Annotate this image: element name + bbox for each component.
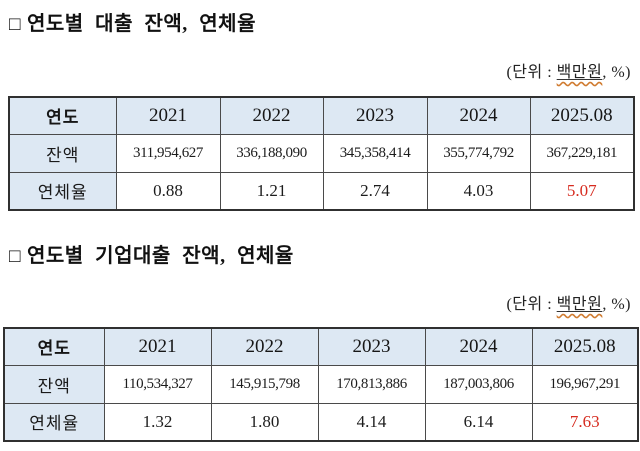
balance-cell: 187,003,806 <box>424 364 533 404</box>
balance-cell: 336,188,090 <box>219 133 324 173</box>
header-2025-08: 2025.08 <box>529 96 635 135</box>
delinquency-row: 연체율 0.88 1.21 2.74 4.03 5.07 <box>8 171 635 211</box>
balance-cell: 345,358,414 <box>322 133 428 173</box>
unit-underlined-term: 백만원 <box>556 64 603 81</box>
rate-cell-highlighted: 5.07 <box>529 171 635 211</box>
row-label-balance: 잔액 <box>3 364 105 404</box>
square-bullet-icon: □ <box>9 14 21 35</box>
section-title-text: 연도별 기업대출 잔액, 연체율 <box>26 245 294 267</box>
header-2022: 2022 <box>210 327 319 366</box>
section-title-loans: □ 연도별 대출 잔액, 연체율 <box>9 7 256 36</box>
loans-table: 연도 2021 2022 2023 2024 2025.08 잔액 311,95… <box>8 96 635 211</box>
header-2022: 2022 <box>219 96 324 135</box>
rate-cell: 1.21 <box>219 171 324 211</box>
balance-cell: 196,967,291 <box>531 364 639 404</box>
balance-cell: 311,954,627 <box>115 133 221 173</box>
rate-cell: 2.74 <box>322 171 428 211</box>
row-label-delinquency: 연체율 <box>3 402 105 442</box>
header-2021: 2021 <box>115 96 221 135</box>
unit-underlined-term: 백만원 <box>556 296 603 313</box>
section-title-corporate-loans: □ 연도별 기업대출 잔액, 연체율 <box>9 239 294 268</box>
header-2021: 2021 <box>103 327 212 366</box>
unit-note-corporate: (단위 : 백만원, %) <box>506 290 631 314</box>
header-year-label: 연도 <box>3 327 105 366</box>
balance-cell: 355,774,792 <box>426 133 531 173</box>
rate-cell: 0.88 <box>115 171 221 211</box>
unit-prefix: (단위 : <box>506 296 557 313</box>
section-title-text: 연도별 대출 잔액, 연체율 <box>26 13 256 35</box>
header-2025-08: 2025.08 <box>531 327 639 366</box>
balance-cell: 170,813,886 <box>317 364 426 404</box>
square-bullet-icon: □ <box>9 246 21 267</box>
balance-row: 잔액 311,954,627 336,188,090 345,358,414 3… <box>8 133 635 173</box>
row-label-delinquency: 연체율 <box>8 171 117 211</box>
corporate-loans-table: 연도 2021 2022 2023 2024 2025.08 잔액 110,53… <box>3 327 639 442</box>
header-2024: 2024 <box>424 327 533 366</box>
rate-cell: 6.14 <box>424 402 533 442</box>
unit-suffix: , %) <box>602 296 631 313</box>
header-2023: 2023 <box>322 96 428 135</box>
rate-cell: 4.14 <box>317 402 426 442</box>
rate-cell-highlighted: 7.63 <box>531 402 639 442</box>
rate-cell: 4.03 <box>426 171 531 211</box>
balance-cell: 367,229,181 <box>529 133 635 173</box>
row-label-balance: 잔액 <box>8 133 117 173</box>
balance-cell: 145,915,798 <box>210 364 319 404</box>
table-header-row: 연도 2021 2022 2023 2024 2025.08 <box>3 327 639 366</box>
table-header-row: 연도 2021 2022 2023 2024 2025.08 <box>8 96 635 135</box>
header-year-label: 연도 <box>8 96 117 135</box>
balance-row: 잔액 110,534,327 145,915,798 170,813,886 1… <box>3 364 639 404</box>
spellcheck-squiggle: 백만원 <box>557 64 603 81</box>
header-2024: 2024 <box>426 96 531 135</box>
rate-cell: 1.80 <box>210 402 319 442</box>
unit-suffix: , %) <box>602 64 631 81</box>
unit-note-loans: (단위 : 백만원, %) <box>506 58 631 82</box>
rate-cell: 1.32 <box>103 402 212 442</box>
balance-cell: 110,534,327 <box>103 364 212 404</box>
spellcheck-squiggle: 백만원 <box>557 296 603 313</box>
unit-prefix: (단위 : <box>506 64 557 81</box>
delinquency-row: 연체율 1.32 1.80 4.14 6.14 7.63 <box>3 402 639 442</box>
header-2023: 2023 <box>317 327 426 366</box>
